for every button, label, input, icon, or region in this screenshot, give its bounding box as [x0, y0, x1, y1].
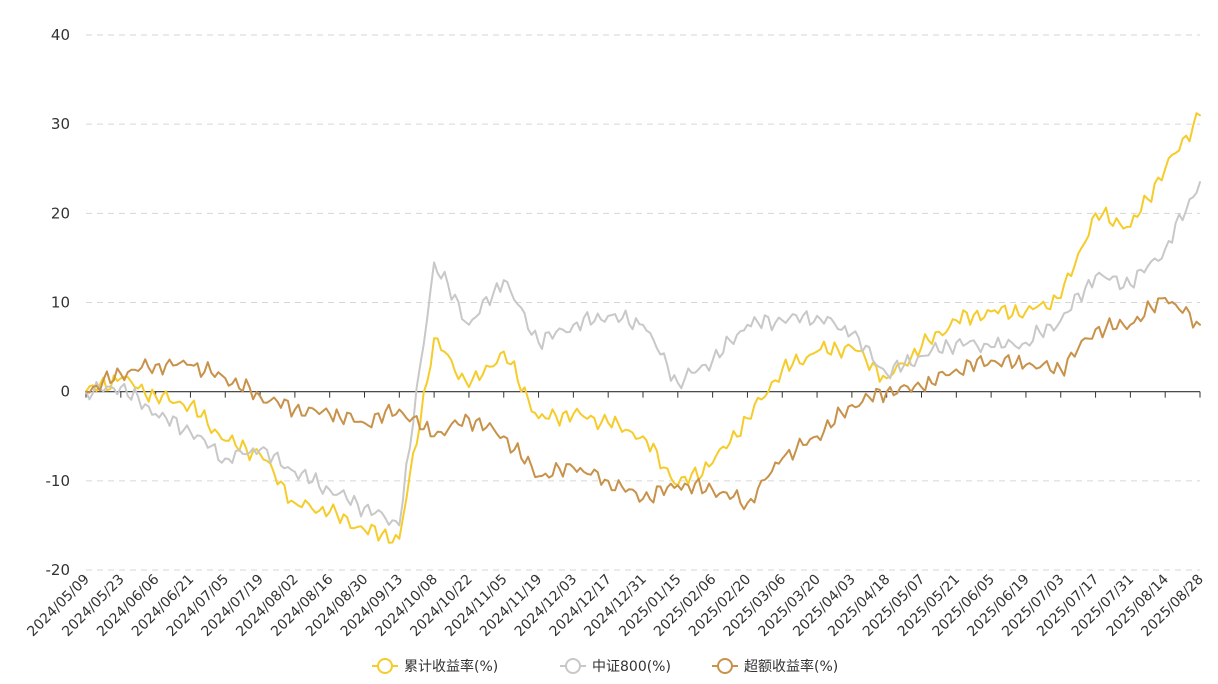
y-tick-label: 20	[51, 204, 70, 222]
series-line-0	[85, 112, 1201, 544]
legend-item-2[interactable]: 超额收益率(%)	[712, 658, 838, 675]
legend-item-1[interactable]: 中证800(%)	[560, 658, 671, 675]
legend-label: 中证800(%)	[592, 659, 671, 675]
legend-label: 超额收益率(%)	[744, 658, 838, 675]
grid-lines	[86, 34, 1200, 571]
y-tick-label: 40	[51, 26, 70, 44]
legend-label: 累计收益率(%)	[404, 658, 498, 675]
legend[interactable]: 累计收益率(%) 中证800(%) 超额收益率(%)	[372, 658, 838, 675]
x-axis: 2024/05/092024/05/232024/06/062024/06/21…	[24, 391, 1207, 640]
y-tick-label: -10	[46, 472, 71, 490]
y-tick-label: -20	[46, 561, 71, 579]
series-line-1	[85, 181, 1201, 527]
y-tick-label: 30	[51, 115, 70, 133]
legend-circle-icon	[377, 658, 393, 674]
series-line-2	[85, 297, 1201, 511]
series-lines	[85, 112, 1201, 544]
legend-circle-icon	[565, 658, 581, 674]
y-axis: -20 -10 0 10 20 30 40	[46, 26, 71, 579]
legend-circle-icon	[717, 658, 733, 674]
y-tick-label: 10	[51, 294, 70, 312]
legend-item-0[interactable]: 累计收益率(%)	[372, 658, 498, 675]
y-tick-label: 0	[60, 383, 70, 401]
